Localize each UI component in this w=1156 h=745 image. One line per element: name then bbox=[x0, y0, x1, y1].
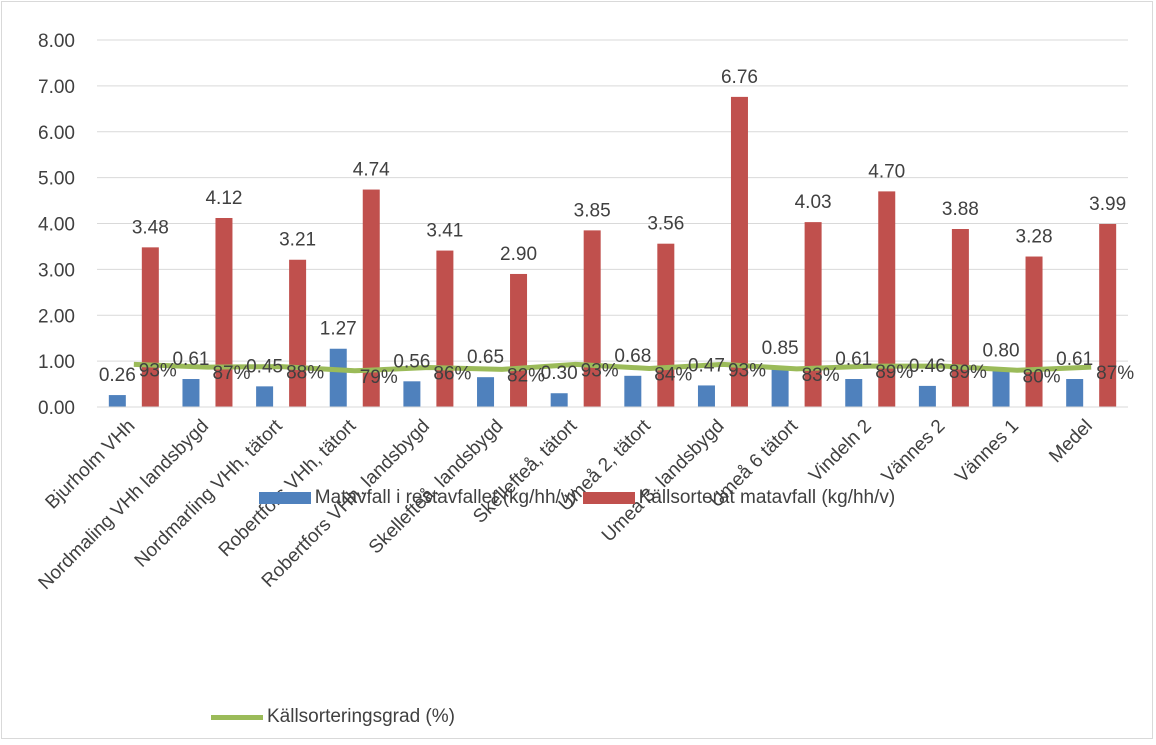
x-tick-label: Vännes 2 bbox=[878, 416, 950, 488]
y-tick-label: 5.00 bbox=[38, 169, 75, 190]
bar-restavfall bbox=[1066, 379, 1084, 407]
data-label-kallsorterat: 4.03 bbox=[795, 192, 832, 213]
bar-restavfall bbox=[624, 375, 642, 407]
data-label-sorteringsgrad: 83% bbox=[802, 365, 840, 386]
data-label-restavfall: 0.68 bbox=[614, 346, 651, 367]
bar-kallsorterat bbox=[215, 217, 233, 407]
data-label-restavfall: 0.61 bbox=[172, 349, 209, 370]
data-label-restavfall: 0.61 bbox=[835, 349, 872, 370]
bar-kallsorterat bbox=[289, 259, 307, 407]
data-label-restavfall: 0.85 bbox=[762, 338, 799, 359]
data-label-sorteringsgrad: 86% bbox=[433, 364, 471, 385]
data-label-kallsorterat: 3.85 bbox=[574, 200, 611, 221]
data-label-kallsorterat: 3.41 bbox=[426, 221, 463, 242]
legend-label-restavfall: Matavfall i restavfallet (kg/hh/v) bbox=[314, 487, 577, 508]
data-label-restavfall: 0.26 bbox=[99, 365, 136, 386]
data-label-sorteringsgrad: 89% bbox=[949, 362, 987, 383]
data-label-restavfall: 0.45 bbox=[246, 356, 283, 377]
data-label-kallsorterat: 3.88 bbox=[942, 199, 979, 220]
y-tick-label: 7.00 bbox=[38, 77, 75, 98]
bar-kallsorterat bbox=[141, 247, 159, 407]
data-label-sorteringsgrad: 87% bbox=[212, 363, 250, 384]
data-label-kallsorterat: 6.76 bbox=[721, 67, 758, 88]
bar-restavfall bbox=[403, 381, 421, 407]
data-label-kallsorterat: 4.74 bbox=[353, 160, 390, 181]
bar-restavfall bbox=[697, 385, 715, 407]
legend-row-2: Källsorteringsgrad (%) bbox=[2, 706, 1152, 728]
data-label-sorteringsgrad: 88% bbox=[286, 363, 324, 384]
bar-kallsorterat bbox=[1099, 223, 1117, 407]
data-label-sorteringsgrad: 84% bbox=[654, 364, 692, 385]
data-label-restavfall: 0.56 bbox=[393, 351, 430, 372]
data-label-sorteringsgrad: 80% bbox=[1023, 366, 1061, 387]
bar-restavfall bbox=[329, 348, 347, 407]
data-label-restavfall: 0.30 bbox=[541, 363, 578, 384]
x-tick-label: Vindeln 2 bbox=[805, 416, 876, 487]
bar-kallsorterat bbox=[730, 96, 748, 407]
data-label-kallsorterat: 4.70 bbox=[868, 161, 905, 182]
data-label-kallsorterat: 3.21 bbox=[279, 230, 316, 251]
data-label-kallsorterat: 3.56 bbox=[647, 214, 684, 235]
x-tick-label: Umeå 3, landsbygd bbox=[598, 416, 729, 547]
bar-restavfall bbox=[108, 395, 126, 407]
legend-swatch-kallsorterat bbox=[582, 492, 635, 504]
data-label-sorteringsgrad: 93% bbox=[728, 360, 766, 381]
bar-kallsorterat bbox=[951, 229, 969, 407]
data-label-restavfall: 1.27 bbox=[320, 319, 357, 340]
y-tick-label: 0.00 bbox=[38, 398, 75, 419]
bar-restavfall bbox=[845, 379, 863, 407]
data-label-kallsorterat: 3.99 bbox=[1089, 194, 1126, 215]
y-tick-label: 2.00 bbox=[38, 306, 75, 327]
legend-row-1: Matavfall i restavfallet (kg/hh/v) Källs… bbox=[2, 487, 1152, 509]
bar-kallsorterat bbox=[362, 189, 380, 407]
bar-restavfall bbox=[771, 368, 789, 407]
data-label-kallsorterat: 4.12 bbox=[205, 188, 242, 209]
bar-kallsorterat bbox=[878, 191, 896, 407]
data-label-restavfall: 0.80 bbox=[983, 340, 1020, 361]
legend-item-restavfall: Matavfall i restavfallet (kg/hh/v) bbox=[258, 487, 577, 509]
bar-kallsorterat bbox=[804, 222, 822, 407]
legend-label-sorteringsgrad: Källsorteringsgrad (%) bbox=[267, 706, 455, 727]
data-label-sorteringsgrad: 93% bbox=[581, 360, 619, 381]
y-tick-label: 3.00 bbox=[38, 260, 75, 281]
line-sorteringsgrad bbox=[133, 361, 1092, 374]
legend-swatch-restavfall bbox=[258, 492, 311, 504]
data-label-kallsorterat: 3.28 bbox=[1016, 227, 1053, 248]
x-tick-label: Vännes 1 bbox=[951, 416, 1023, 488]
y-tick-label: 8.00 bbox=[38, 31, 75, 52]
legend-label-kallsorterat: Källsorterat matavfall (kg/hh/v) bbox=[638, 487, 896, 508]
bar-restavfall bbox=[256, 386, 274, 407]
data-label-restavfall: 0.47 bbox=[688, 355, 725, 376]
data-label-sorteringsgrad: 89% bbox=[875, 362, 913, 383]
y-tick-label: 4.00 bbox=[38, 215, 75, 236]
data-label-sorteringsgrad: 79% bbox=[360, 367, 398, 388]
data-label-sorteringsgrad: 82% bbox=[507, 365, 545, 386]
bar-restavfall bbox=[992, 370, 1010, 407]
bar-kallsorterat bbox=[510, 273, 528, 407]
data-label-kallsorterat: 2.90 bbox=[500, 244, 537, 265]
x-tick-label: Medel bbox=[1045, 416, 1096, 467]
data-label-restavfall: 0.61 bbox=[1056, 349, 1093, 370]
legend-swatch-sorteringsgrad bbox=[211, 714, 263, 720]
data-label-sorteringsgrad: 87% bbox=[1096, 363, 1134, 384]
data-label-sorteringsgrad: 93% bbox=[139, 360, 177, 381]
legend-item-kallsorterat: Källsorterat matavfall (kg/hh/v) bbox=[582, 487, 896, 509]
data-label-restavfall: 0.46 bbox=[909, 356, 946, 377]
bar-restavfall bbox=[477, 377, 495, 407]
bar-restavfall bbox=[550, 393, 568, 407]
y-tick-label: 6.00 bbox=[38, 123, 75, 144]
legend-item-sorteringsgrad: Källsorteringsgrad (%) bbox=[211, 706, 455, 728]
data-label-kallsorterat: 3.48 bbox=[132, 217, 169, 238]
y-tick-label: 1.00 bbox=[38, 352, 75, 373]
data-label-restavfall: 0.65 bbox=[467, 347, 504, 368]
bar-restavfall bbox=[918, 385, 936, 407]
bar-restavfall bbox=[182, 379, 200, 407]
